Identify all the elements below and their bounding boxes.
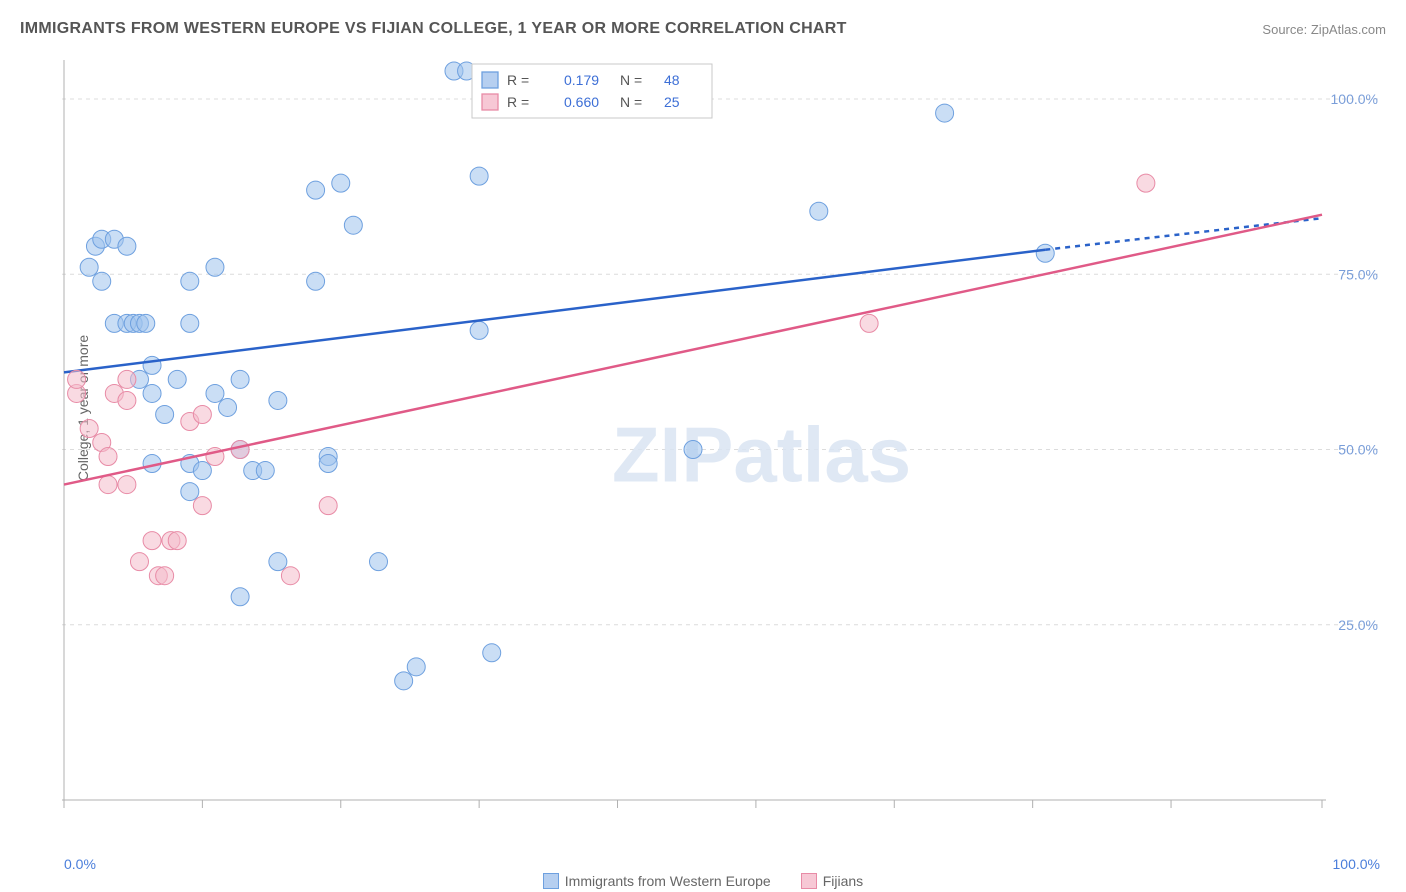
- svg-text:25: 25: [664, 94, 680, 110]
- legend-label-series2: Fijians: [823, 873, 863, 889]
- svg-text:ZIPatlas: ZIPatlas: [612, 411, 911, 499]
- svg-text:25.0%: 25.0%: [1338, 617, 1378, 633]
- svg-text:50.0%: 50.0%: [1338, 442, 1378, 458]
- x-axis-max-label: 100.0%: [1333, 856, 1380, 872]
- source-link[interactable]: ZipAtlas.com: [1311, 22, 1386, 37]
- legend-swatch-pink: [801, 873, 817, 889]
- svg-text:0.179: 0.179: [564, 72, 599, 88]
- svg-text:100.0%: 100.0%: [1331, 91, 1378, 107]
- source-attribution: Source: ZipAtlas.com: [1262, 22, 1386, 37]
- legend-item-series1: Immigrants from Western Europe: [543, 873, 771, 889]
- correlation-scatter-chart: 25.0% 50.0% 75.0% 100.0% ZIPatlas R = 0.179 N =…: [62, 58, 1382, 828]
- chart-title: IMMIGRANTS FROM WESTERN EUROPE VS FIJIAN…: [20, 20, 847, 38]
- svg-text:N =: N =: [620, 94, 642, 110]
- svg-text:R =: R =: [507, 72, 529, 88]
- legend-item-series2: Fijians: [801, 873, 863, 889]
- x-axis-min-label: 0.0%: [64, 856, 96, 872]
- svg-text:R =: R =: [507, 94, 529, 110]
- source-label: Source:: [1262, 22, 1307, 37]
- svg-text:48: 48: [664, 72, 680, 88]
- legend-label-series1: Immigrants from Western Europe: [565, 873, 771, 889]
- svg-text:0.660: 0.660: [564, 94, 599, 110]
- svg-text:75.0%: 75.0%: [1338, 266, 1378, 282]
- svg-text:N =: N =: [620, 72, 642, 88]
- legend-swatch-blue: [543, 873, 559, 889]
- bottom-legend: Immigrants from Western Europe Fijians: [0, 873, 1406, 892]
